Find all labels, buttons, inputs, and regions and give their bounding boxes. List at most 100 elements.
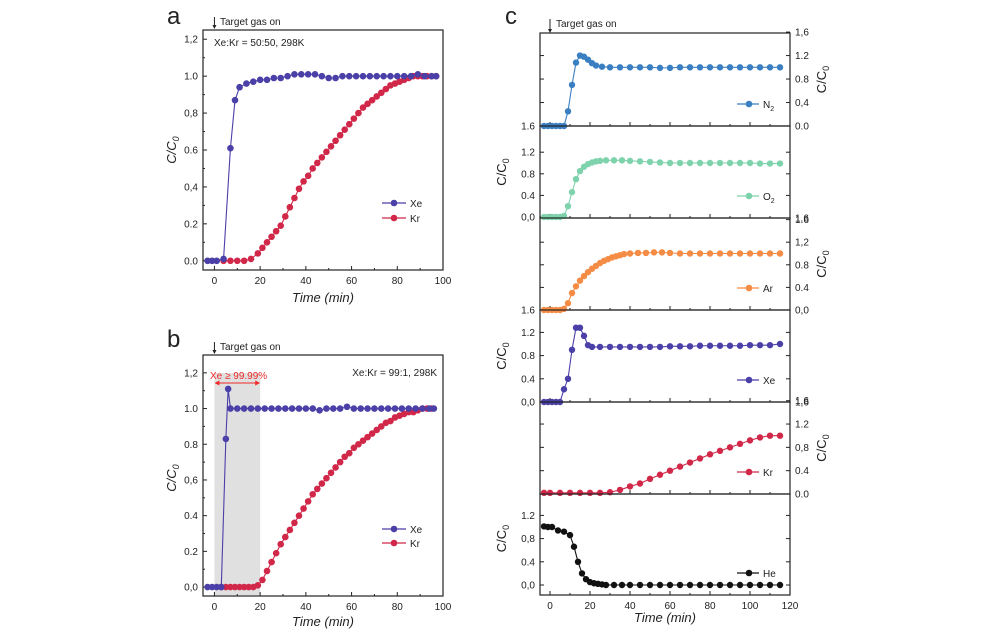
panel-c-xe-frame <box>539 309 791 403</box>
panel-c-ar-point <box>634 249 642 257</box>
panel-c-xe-point <box>766 341 774 349</box>
panel-c-he-point <box>570 543 578 550</box>
panel-b-kr-point <box>341 453 349 461</box>
panel-c-kr-line <box>544 435 780 494</box>
panel-c-he-point <box>566 531 574 539</box>
panel-a-kr-point <box>373 93 381 100</box>
panel-c-xe-subplot: 0,0 0.4 0.8 1.2 1,6 C/C0 Xe <box>494 309 809 409</box>
panel-c-xe-point <box>576 324 584 331</box>
panel-c-n2-point <box>776 64 784 71</box>
panel-b-y-tick-label: 0,6 <box>184 475 198 486</box>
panel-c-n2-point <box>756 64 764 71</box>
panel-c-xe-point <box>686 343 694 350</box>
legend-label-kr: Kr <box>410 539 421 550</box>
panel-c-xe-point <box>560 386 568 393</box>
panel-b-kr-point <box>254 581 262 589</box>
panel-c-n2-point <box>656 64 664 72</box>
panel-c-xe-point <box>666 343 674 350</box>
panel-c-ar-point <box>686 250 694 257</box>
panel-c-target-annotation: Target gas on <box>556 19 617 30</box>
panel-a-condition: Xe:Kr = 50:50, 298K <box>214 38 305 49</box>
panel-c-ar-extra-tick-label: 1.6 <box>521 306 535 317</box>
panel-c-he-point <box>776 581 784 589</box>
panel-a-kr-point <box>355 109 362 117</box>
panel-c-xe-point <box>696 342 704 349</box>
panel-a-xe-point <box>414 71 422 78</box>
panel-c-o2-point <box>602 157 610 164</box>
panel-a-xe-point <box>231 96 239 104</box>
panel-c-ar-point <box>580 272 588 280</box>
panel-a-kr-point <box>309 165 317 172</box>
panel-a-plot-area: 0 20 40 60 80 100 0.0 0.2 0,4 0.6 0,8 1.0 1,2 <box>184 17 452 287</box>
panel-c-he-point <box>716 581 724 589</box>
ylabel-subscript: 0 <box>821 250 831 255</box>
panel-b-xe-point <box>398 405 406 412</box>
panel-a-y-tick-label: 0.2 <box>184 219 198 230</box>
panel-c-o2-y-tick-label: 0,0 <box>521 213 535 224</box>
panel-b-x-tick-label: 0 <box>212 602 218 613</box>
panel-c-xe-point <box>564 375 572 382</box>
panel-a-kr-point <box>318 154 326 161</box>
panel-c-he-point <box>610 581 618 589</box>
panel-a-kr-point <box>304 172 312 180</box>
panel-c-he-point <box>574 558 582 565</box>
panel-c-xe-y-tick-label: 0.8 <box>521 351 535 362</box>
panel-a-legend: Xe Kr <box>382 199 423 225</box>
legend-text: O <box>763 192 771 203</box>
panel-c-o2-subplot: 0,0 0.4 0.8 1.2 1.6 C/C0 O2 <box>494 125 809 225</box>
ylabel-subscript: 0 <box>501 158 511 163</box>
panel-c-he-y-tick-label: 0,0 <box>521 581 535 592</box>
ylabel-subscript: 0 <box>501 342 511 347</box>
panel-b-target-annotation: Target gas on <box>220 342 281 353</box>
legend-subscript: 2 <box>770 106 774 113</box>
panel-c-ar-point <box>756 250 764 257</box>
panel-b-kr-point <box>323 474 330 482</box>
panel-a-xe-point <box>393 72 401 80</box>
panel-b-x-tick-label: 60 <box>346 602 358 613</box>
panel-c-he-line <box>543 525 780 586</box>
panel-c-o2-point <box>766 160 774 167</box>
legend-label-xe: Xe <box>410 525 423 536</box>
panel-b-kr-point <box>231 583 239 591</box>
panel-b-xe-point <box>240 405 248 412</box>
panel-c-o2-y-tick-label: 1.2 <box>521 148 535 159</box>
panel-b-xe-point <box>227 405 234 412</box>
panel-c-kr-y-tick-label: 0.0 <box>795 490 809 501</box>
panel-c-o2-point <box>746 159 754 167</box>
panel-c-o2-point <box>576 167 584 175</box>
panel-c-ar-subplot: 0,0 0.4 0.8 1,2 1.6 1.6 C/C0 Ar <box>521 215 831 316</box>
panel-c-he-point <box>666 581 674 589</box>
panel-a-xe-point <box>332 74 339 82</box>
panel-b-kr-point <box>291 519 298 527</box>
panel-c-ar-point <box>620 250 628 258</box>
panel-c-ar-point <box>726 250 734 257</box>
panel-c-he-frame <box>539 493 791 596</box>
panel-b-kr-point <box>364 433 371 441</box>
legend-marker-xe <box>390 199 398 207</box>
ylabel-subscript: 0 <box>501 525 511 530</box>
panel-a-kr-point <box>295 185 303 193</box>
panel-c-he-point <box>726 581 734 589</box>
panel-a-x-axis-label: Time (min) <box>292 290 354 305</box>
panel-a-kr-point <box>277 222 285 229</box>
panel-a-kr-point <box>359 104 367 111</box>
panel-c-he-point <box>766 581 774 589</box>
panel-c-o2-point <box>572 176 580 183</box>
panel-c-xe-point <box>568 346 576 353</box>
panel-a-target-arrowhead <box>212 25 217 29</box>
panel-c-ar-point <box>696 250 704 257</box>
panel-c-he-y-tick-label: 0,8 <box>521 534 535 545</box>
panel-c-n2-legend-label: N2 <box>763 100 774 113</box>
panel-a-kr-point <box>233 257 241 265</box>
panel-b-kr-point <box>268 558 275 566</box>
panel-c-he-point <box>560 528 568 535</box>
panel-c-ar-legend-label: Ar <box>763 284 774 295</box>
panel-a-xe-point <box>318 72 326 80</box>
panel-b-condition: Xe:Kr = 99:1, 298K <box>352 368 437 379</box>
panel-a-kr-point <box>263 239 271 246</box>
panel-c-ar-point <box>776 250 784 257</box>
panel-a-x-tick-label: 60 <box>346 276 358 287</box>
panel-b-kr-point <box>318 480 326 487</box>
panel-b-xe-point <box>323 405 330 412</box>
panel-c-o2-point <box>706 159 714 167</box>
